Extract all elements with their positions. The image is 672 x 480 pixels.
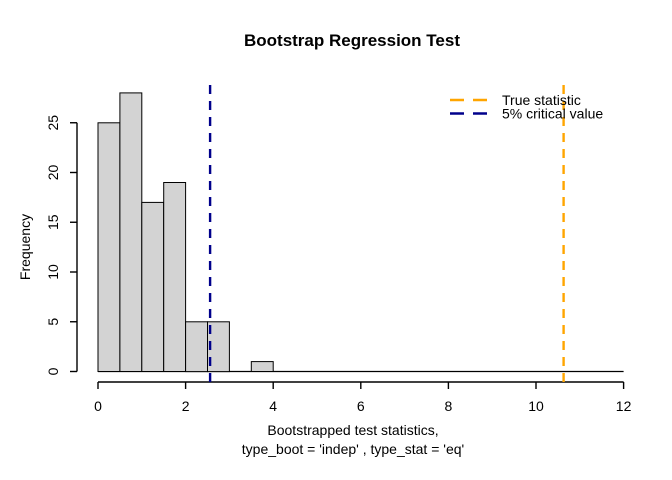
x-tick-label: 8	[445, 398, 453, 414]
legend-label-true-statistic: True statistic	[502, 92, 581, 108]
x-tick-label: 6	[357, 398, 365, 414]
histogram-bars	[97, 92, 624, 373]
chart-title: Bootstrap Regression Test	[244, 31, 460, 50]
histogram-bar	[97, 122, 121, 372]
x-tick-label: 0	[94, 398, 102, 414]
y-tick-label: 20	[45, 165, 61, 181]
legend-line-samples	[450, 98, 487, 115]
y-axis-label: Frequency	[17, 214, 33, 280]
histogram-bar	[141, 201, 165, 372]
y-tick-label: 15	[45, 214, 61, 230]
histogram-bar	[185, 321, 209, 373]
y-tick-label: 5	[45, 318, 61, 326]
x-axis-label-line1: Bootstrapped test statistics,	[267, 422, 438, 438]
histogram-bar	[119, 92, 143, 373]
reference-lines	[208, 85, 565, 389]
y-tick-label: 0	[45, 367, 61, 375]
x-tick-label: 2	[182, 398, 190, 414]
y-tick-label: 10	[45, 264, 61, 280]
y-tick-label: 25	[45, 115, 61, 131]
x-axis-label-line2: type_boot = 'indep' , type_stat = 'eq'	[242, 441, 464, 457]
histogram-bar	[163, 182, 187, 372]
axes: 0 2 4 6 8 10 12 0 5 10 15 20 25	[45, 115, 632, 414]
histogram-bar	[207, 321, 230, 373]
x-tick-label: 12	[616, 398, 632, 414]
histogram-bar	[250, 361, 274, 373]
legend-label-critical-value: 5% critical value	[502, 106, 603, 122]
x-tick-label: 4	[269, 398, 277, 414]
x-tick-label: 10	[528, 398, 544, 414]
